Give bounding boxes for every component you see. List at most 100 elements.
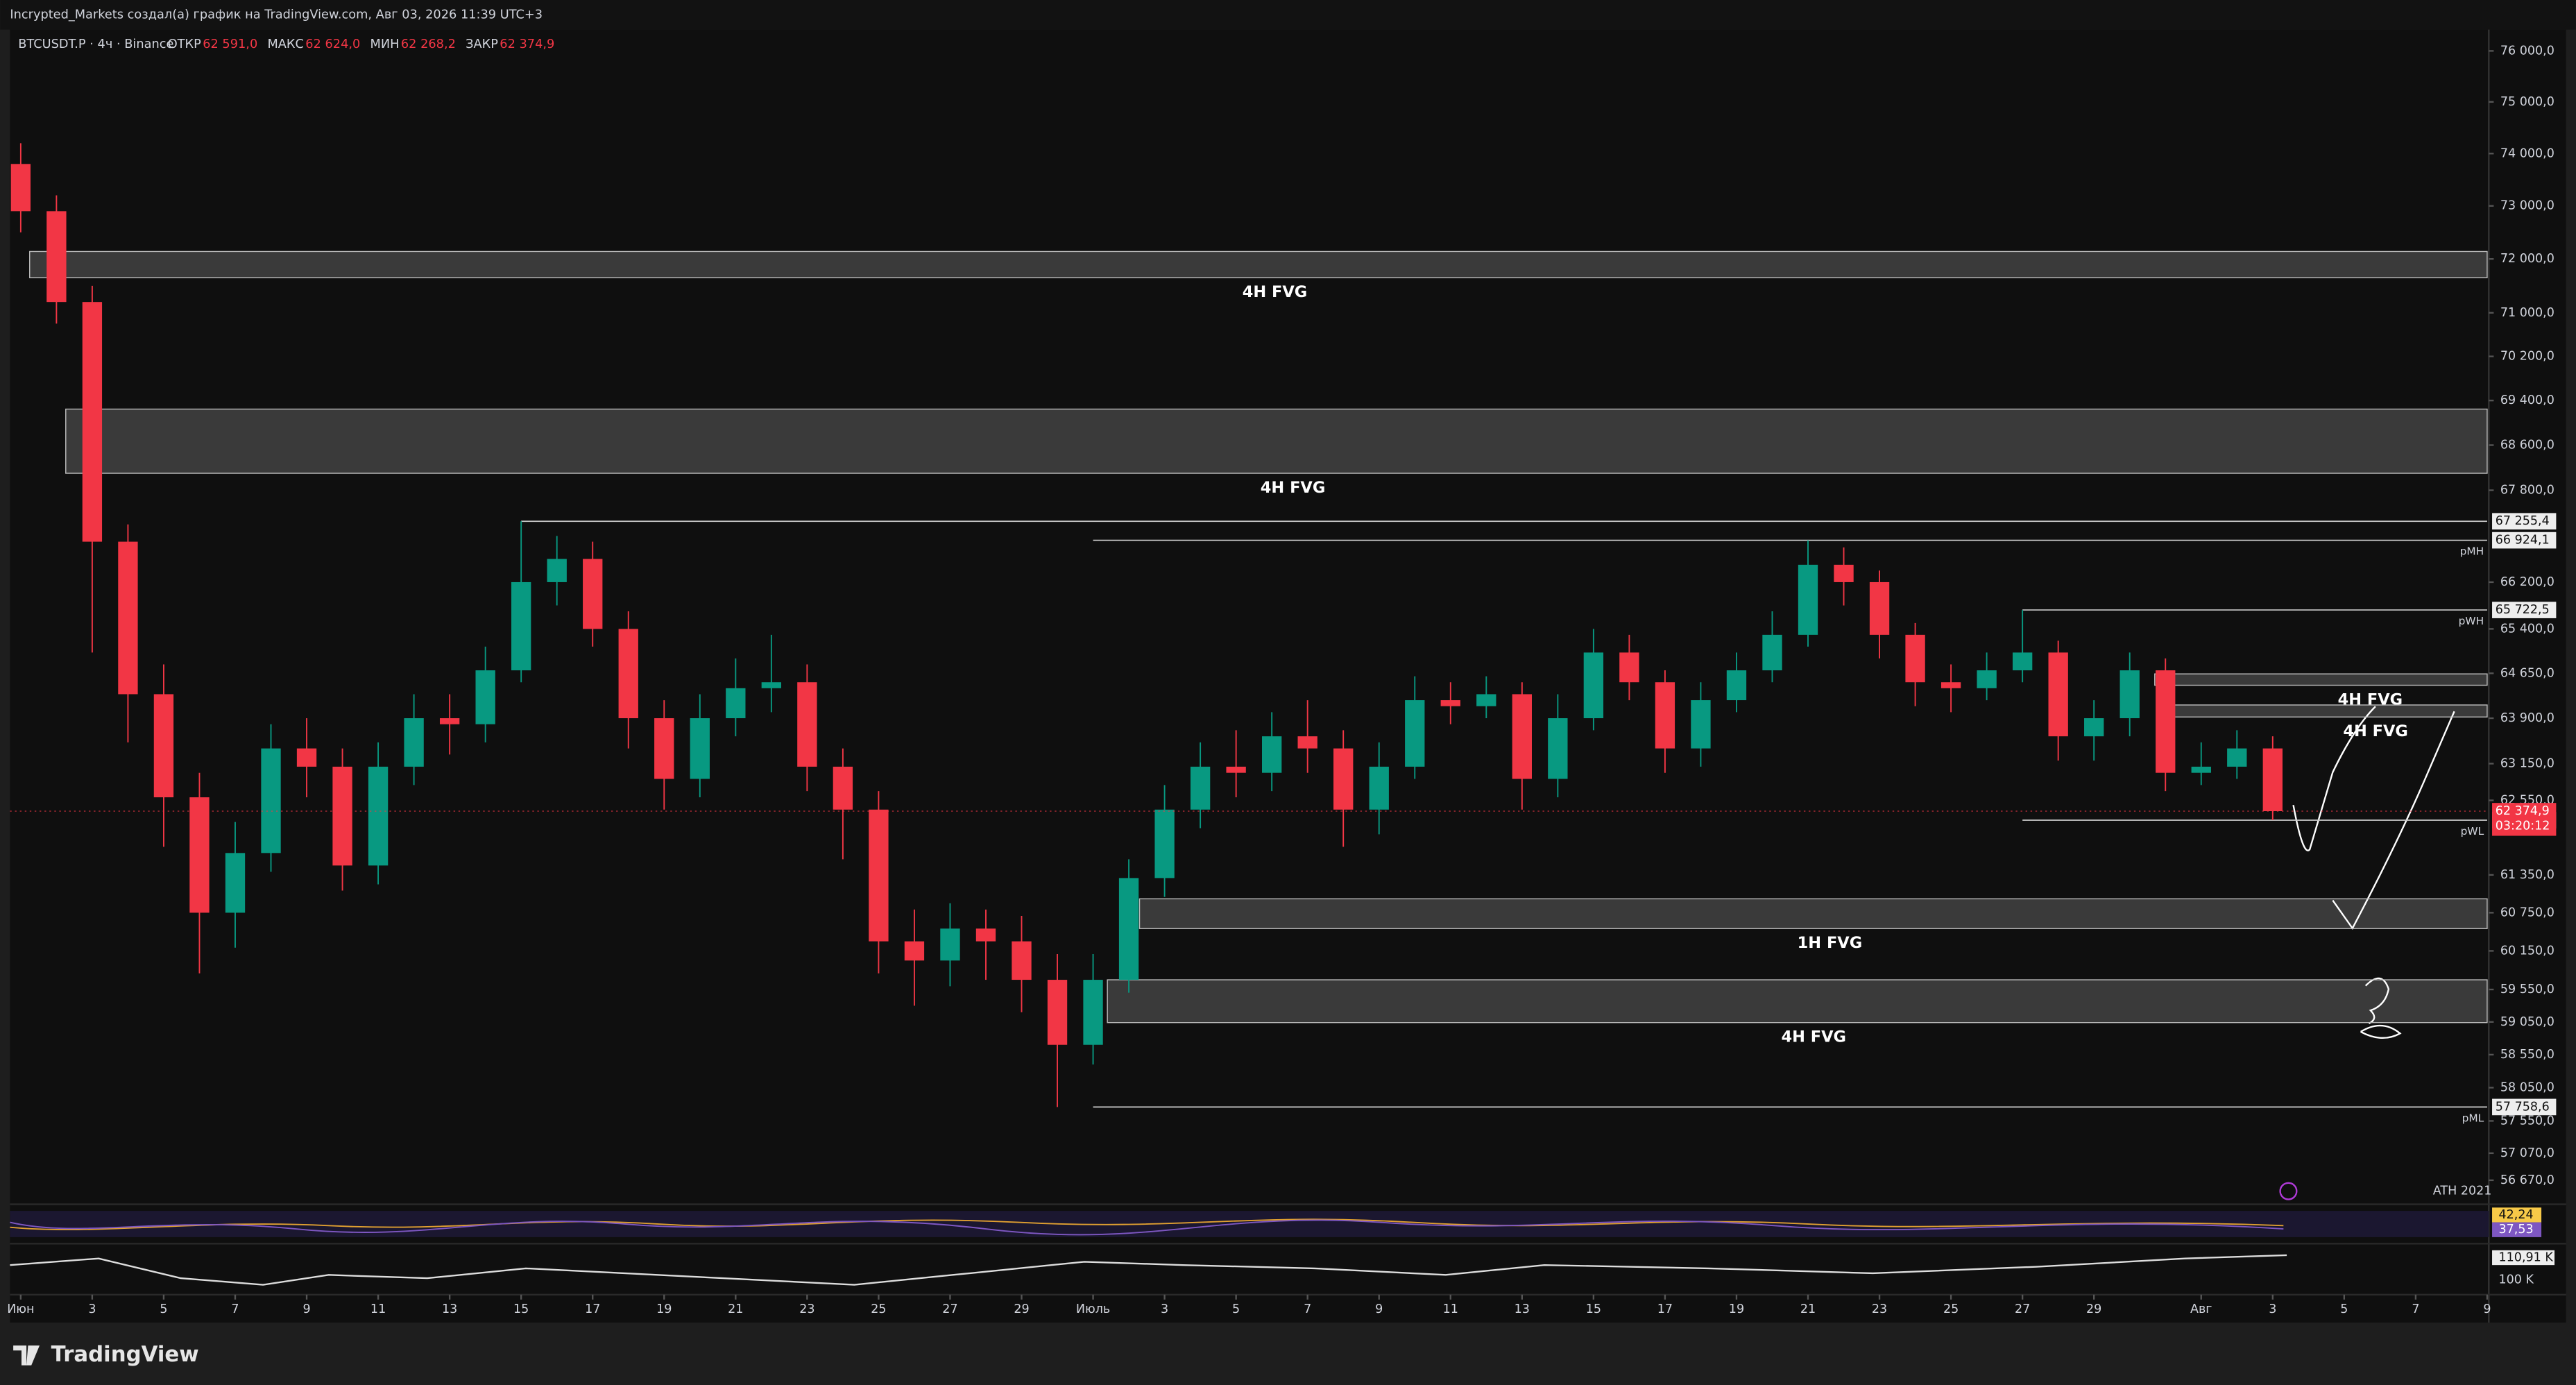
x-tick-label: 15 bbox=[513, 1302, 529, 1316]
candle-body bbox=[404, 718, 424, 767]
candle-body bbox=[2262, 748, 2283, 811]
y-tick-label: 61 350,0 bbox=[2500, 868, 2554, 882]
candle-body bbox=[690, 718, 710, 779]
candle-body bbox=[296, 748, 317, 767]
y-tick-label: 64 650,0 bbox=[2500, 666, 2554, 680]
candle-body bbox=[2191, 766, 2211, 773]
x-tick-label: 3 bbox=[88, 1302, 96, 1316]
candle-body bbox=[869, 809, 889, 942]
x-tick-label: Июль bbox=[1076, 1302, 1110, 1316]
x-tick-label: 15 bbox=[1586, 1302, 1601, 1316]
x-tick-label: 13 bbox=[442, 1302, 457, 1316]
x-tick-label: 25 bbox=[871, 1302, 886, 1316]
ohlc-value: 62 374,9 bbox=[500, 37, 554, 51]
candle-body bbox=[261, 748, 281, 853]
candle-body bbox=[1118, 878, 1139, 980]
x-tick-label: 5 bbox=[2340, 1302, 2348, 1316]
price-tag-label: 66 924,1 bbox=[2496, 534, 2550, 547]
y-tick-label: 69 400,0 bbox=[2500, 393, 2554, 407]
x-tick-label: Июн bbox=[7, 1302, 34, 1316]
candle-body bbox=[82, 302, 103, 542]
x-tick-label: 21 bbox=[728, 1302, 743, 1316]
y-tick-label: 66 200,0 bbox=[2500, 575, 2554, 589]
level-name: pWH bbox=[2459, 615, 2484, 627]
x-tick-label: 27 bbox=[942, 1302, 957, 1316]
candle-body bbox=[1726, 670, 1747, 701]
price-tag bbox=[2492, 602, 2557, 618]
annotation: ATH 2021 bbox=[2433, 1184, 2492, 1198]
candle-body bbox=[1977, 670, 1997, 688]
y-tick-label: 63 900,0 bbox=[2500, 711, 2554, 725]
ohlc-value: 62 591,0 bbox=[203, 37, 257, 51]
icon[interactable] bbox=[2279, 1182, 2298, 1200]
fvg-label: 4H FVG bbox=[2338, 690, 2403, 708]
y-tick-label: 59 550,0 bbox=[2500, 983, 2554, 996]
volume-ma bbox=[10, 1254, 2287, 1286]
x-tick-label: 21 bbox=[1800, 1302, 1816, 1316]
y-tick-label: 63 150,0 bbox=[2500, 757, 2554, 771]
volume-label: 110,91 K bbox=[2499, 1251, 2554, 1265]
ohlc-key: ЗАКР bbox=[466, 37, 498, 51]
fvg-zone bbox=[2154, 673, 2488, 686]
candle-body bbox=[1940, 682, 1961, 688]
y-tick-label: 65 400,0 bbox=[2500, 622, 2554, 636]
volume-tag bbox=[2492, 1250, 2555, 1266]
x-tick-label: 3 bbox=[1161, 1302, 1168, 1316]
level-name: pMH bbox=[2460, 545, 2484, 558]
x-tick-label: 13 bbox=[1515, 1302, 1530, 1316]
footer bbox=[0, 1323, 2576, 1385]
candle-body bbox=[475, 670, 495, 724]
candle-body bbox=[1548, 718, 1568, 779]
candle-body bbox=[1476, 694, 1496, 706]
candle-body bbox=[2048, 652, 2068, 737]
candle-body bbox=[2156, 670, 2176, 773]
x-tick-label: 9 bbox=[302, 1302, 310, 1316]
candle-body bbox=[511, 581, 531, 671]
candle-body bbox=[2119, 670, 2140, 719]
x-tick-label: 7 bbox=[1304, 1302, 1311, 1316]
candle-body bbox=[10, 164, 31, 212]
candle-body bbox=[618, 629, 638, 719]
rsi-label: 42,24 bbox=[2499, 1208, 2534, 1222]
candle-body bbox=[904, 941, 925, 961]
y-tick-label: 70 200,0 bbox=[2500, 350, 2554, 364]
price-tag bbox=[2492, 513, 2557, 530]
x-tick-label: 27 bbox=[2015, 1302, 2030, 1316]
price-tag-label: 57 758,6 bbox=[2496, 1100, 2550, 1114]
y-tick-label: 57 070,0 bbox=[2500, 1146, 2554, 1160]
candle-body bbox=[1619, 652, 1639, 683]
candle-body bbox=[439, 718, 460, 724]
y-tick-label: 67 800,0 bbox=[2500, 484, 2554, 498]
ohlc-key: ОТКР bbox=[168, 37, 201, 51]
x-tick-label: 3 bbox=[2269, 1302, 2276, 1316]
volume-tick: 100 K bbox=[2499, 1273, 2534, 1286]
top-bar bbox=[0, 0, 2576, 30]
y-tick-label: 60 750,0 bbox=[2500, 906, 2554, 919]
drawing bbox=[2332, 711, 2455, 931]
candle-body bbox=[2227, 748, 2247, 767]
x-tick-label: 19 bbox=[1729, 1302, 1744, 1316]
candle-body bbox=[1297, 736, 1317, 749]
y-tick-label: 58 050,0 bbox=[2500, 1080, 2554, 1094]
level-name: pML bbox=[2462, 1112, 2484, 1124]
fvg-label: 4H FVG bbox=[1261, 479, 1326, 497]
candle-body bbox=[1834, 564, 1854, 582]
x-tick-label: 11 bbox=[370, 1302, 386, 1316]
candle-body bbox=[1405, 700, 1425, 767]
countdown: 03:20:12 bbox=[2496, 819, 2550, 833]
x-tick-label: 7 bbox=[231, 1302, 239, 1316]
candle-body bbox=[332, 766, 352, 866]
candle-body bbox=[726, 688, 746, 719]
price-tag bbox=[2492, 532, 2557, 549]
ohlc-key: МИН bbox=[370, 37, 400, 51]
last-price-label: 62 374,9 bbox=[2496, 804, 2550, 818]
candle-body bbox=[46, 211, 67, 303]
candle-body bbox=[1440, 700, 1460, 706]
fvg-label: 4H FVG bbox=[1243, 283, 1308, 301]
x-tick-label: 23 bbox=[799, 1302, 814, 1316]
candle-body bbox=[153, 694, 174, 798]
fvg-zone bbox=[65, 408, 2488, 474]
y-tick-label: 68 600,0 bbox=[2500, 438, 2554, 452]
